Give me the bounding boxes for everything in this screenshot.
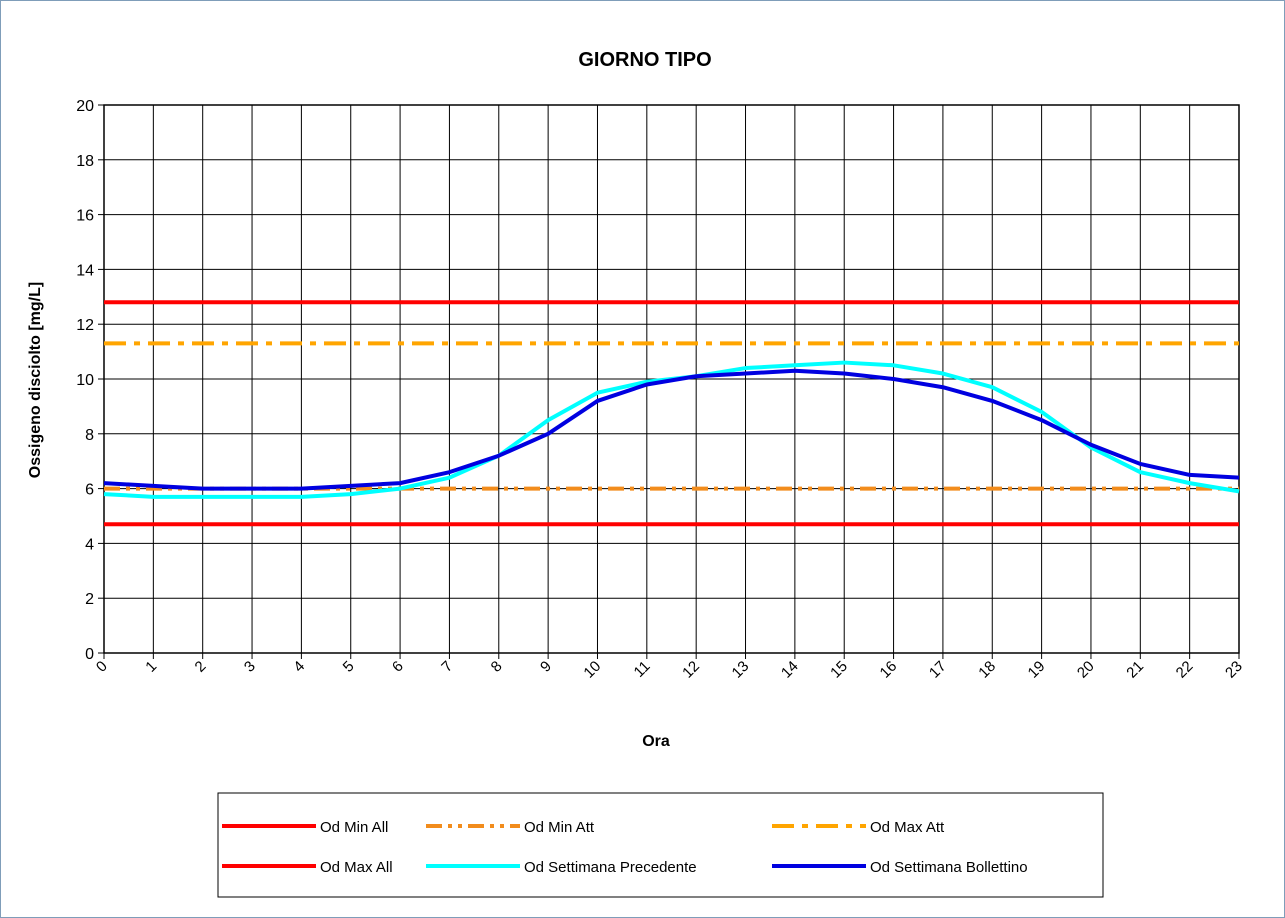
y-axis-label: Ossigeno disciolto [mg/L] — [27, 282, 44, 478]
x-tick-label: 2 — [192, 658, 210, 676]
x-tick-label: 11 — [631, 658, 654, 681]
x-tick-label: 12 — [679, 658, 703, 682]
y-tick-labels: 0 2 4 6 8 10 12 14 16 18 20 — [76, 98, 94, 663]
x-tick-label: 14 — [778, 658, 802, 682]
series-lines — [103, 300, 1240, 527]
x-axis-label: Ora — [642, 733, 670, 750]
x-tick-label: 10 — [580, 658, 604, 682]
y-tick-label: 8 — [85, 427, 94, 444]
x-tick-label: 23 — [1222, 658, 1246, 682]
y-tick-label: 18 — [76, 153, 94, 170]
legend-label: Od Settimana Precedente — [524, 859, 697, 876]
x-tick-labels: 0 1 2 3 4 5 6 7 8 9 10 11 12 13 14 15 16 17 18 19 20 21 22 23 — [93, 653, 1246, 682]
plot-area — [103, 104, 1240, 654]
series-line-6 — [103, 368, 1240, 491]
x-tick-label: 16 — [877, 658, 901, 682]
legend-label: Od Max Att — [870, 819, 945, 836]
x-tick-label: 19 — [1025, 658, 1049, 682]
legend-box — [217, 792, 1104, 898]
y-tick-label: 20 — [76, 98, 94, 115]
x-tick-label: 3 — [241, 658, 259, 676]
x-tick-label: 6 — [389, 658, 407, 676]
legend: Od Min All Od Min Att Od Max Att Od Max All… — [217, 792, 1104, 898]
x-tick-label: 15 — [827, 658, 851, 682]
legend-label: Od Min All — [320, 819, 388, 836]
x-tick-label: 21 — [1123, 658, 1147, 682]
y-tick-label: 14 — [76, 262, 94, 279]
x-tick-label: 17 — [926, 658, 950, 682]
x-tick-label: 4 — [290, 658, 308, 676]
x-tick-label: 20 — [1074, 658, 1098, 682]
series-line-5 — [103, 360, 1240, 499]
x-tick-label: 22 — [1173, 658, 1197, 682]
legend-label: Od Min Att — [524, 819, 595, 836]
y-tick-label: 10 — [76, 372, 94, 389]
y-tick-label: 16 — [76, 208, 94, 225]
x-tick-label: 5 — [340, 658, 358, 676]
x-tick-label: 13 — [729, 658, 753, 682]
y-tick-label: 0 — [85, 646, 94, 663]
y-tick-label: 4 — [85, 536, 94, 553]
y-tick-label: 6 — [85, 482, 94, 499]
x-tick-label: 9 — [537, 658, 555, 676]
legend-label: Od Settimana Bollettino — [870, 859, 1028, 876]
x-tick-label: 8 — [488, 658, 506, 676]
chart-title: GIORNO TIPO — [578, 49, 711, 71]
y-tick-label: 2 — [85, 591, 94, 608]
legend-label: Od Max All — [320, 859, 393, 876]
y-tick-label: 12 — [76, 317, 94, 334]
x-tick-label: 7 — [438, 658, 456, 676]
x-tick-label: 1 — [142, 658, 160, 676]
x-tick-label: 18 — [975, 658, 999, 682]
x-tick-label: 0 — [93, 658, 111, 676]
